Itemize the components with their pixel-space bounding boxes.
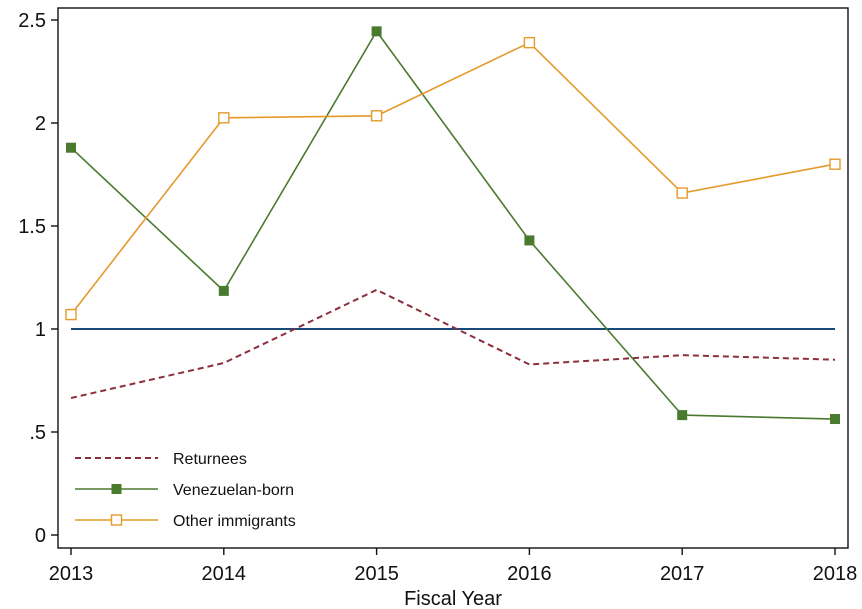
y-tick-label: 1.5 xyxy=(18,216,46,238)
axes: 0 .5 1 1.5 2 2.5 2013 2014 2015 2016 2017 2018 xyxy=(18,7,858,585)
series-group xyxy=(65,26,841,425)
series-line-other-immigrants xyxy=(70,41,836,316)
legend-label: Venezuelan-born xyxy=(173,482,294,499)
legend-item-returnees: Returnees xyxy=(75,451,247,468)
legend: Returnees Venezuelan-born Other immigrants xyxy=(75,451,296,530)
y-tick-label: .5 xyxy=(29,422,46,444)
y-tick-label: 2.5 xyxy=(18,10,46,32)
data-point-other-immigrants xyxy=(218,112,230,124)
series-line-venezuelan-born xyxy=(70,29,836,420)
x-tick-label: 2016 xyxy=(507,563,552,585)
data-point-other-immigrants xyxy=(676,187,688,199)
data-point-venezuelan-born xyxy=(218,285,229,296)
series-other-immigrants xyxy=(65,36,841,321)
legend-swatch-marker xyxy=(111,484,122,494)
plot-frame xyxy=(57,7,849,549)
x-tick-label: 2014 xyxy=(202,563,247,585)
data-point-other-immigrants xyxy=(65,308,77,321)
series-venezuelan-born xyxy=(66,26,840,425)
data-point-other-immigrants xyxy=(370,110,383,122)
series-returnees xyxy=(70,288,836,399)
x-tick-label: 2013 xyxy=(49,563,94,585)
y-tick-label: 2 xyxy=(35,113,46,135)
x-tick-label: 2015 xyxy=(354,563,399,585)
legend-item-other-immigrants: Other immigrants xyxy=(75,513,296,530)
data-point-venezuelan-born xyxy=(677,410,688,421)
x-tick-label: 2017 xyxy=(660,563,705,585)
legend-item-venezuelan-born: Venezuelan-born xyxy=(75,482,294,499)
legend-label: Returnees xyxy=(173,451,247,468)
data-point-venezuelan-born xyxy=(830,414,840,425)
legend-swatch-marker xyxy=(110,514,123,526)
y-tick-label: 0 xyxy=(35,525,46,547)
data-point-other-immigrants xyxy=(523,36,536,49)
data-point-venezuelan-born xyxy=(371,26,382,37)
data-point-venezuelan-born xyxy=(524,235,535,246)
y-tick-label: 1 xyxy=(35,319,46,341)
series-line-returnees xyxy=(70,288,836,399)
data-point-other-immigrants xyxy=(829,158,841,170)
x-axis-title: Fiscal Year xyxy=(404,588,502,609)
x-tick-label: 2018 xyxy=(813,563,858,585)
data-point-venezuelan-born xyxy=(66,142,76,153)
legend-label: Other immigrants xyxy=(173,513,296,530)
